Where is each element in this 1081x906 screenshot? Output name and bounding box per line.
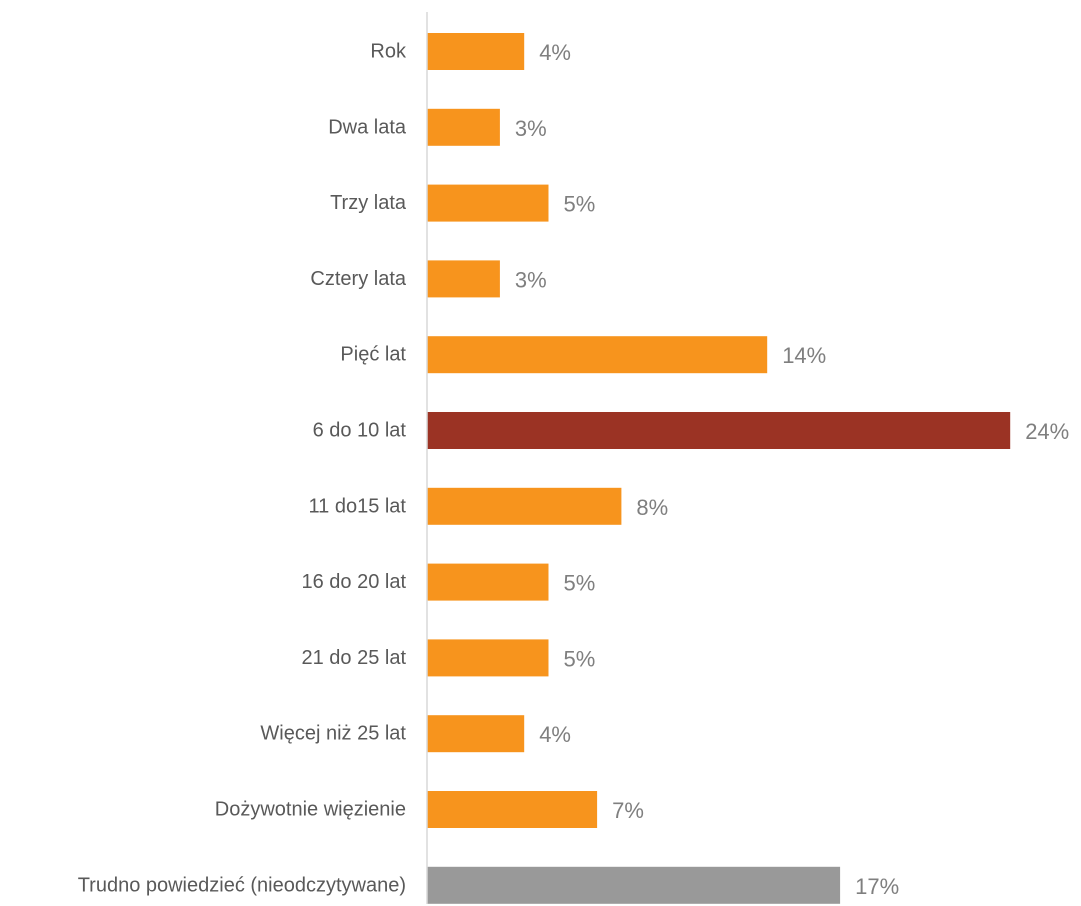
bars-group: Rok 4% Dwa lata 3% Trzy lata 5% Cztery lata 3% P… bbox=[78, 33, 1069, 904]
bar-9 bbox=[427, 639, 549, 677]
category-label-5: Pięć lat bbox=[340, 344, 406, 366]
value-label-3: 5% bbox=[564, 192, 596, 217]
category-label-1: Rok bbox=[370, 41, 407, 63]
bar-8 bbox=[427, 563, 549, 601]
value-label-11: 7% bbox=[612, 798, 644, 823]
category-label-4: Cztery lata bbox=[310, 268, 406, 290]
category-label-10: Więcej niż 25 lat bbox=[260, 723, 406, 745]
category-label-3: Trzy lata bbox=[330, 192, 407, 214]
value-label-4: 3% bbox=[515, 267, 547, 292]
bar-11 bbox=[427, 791, 598, 828]
bar-6 bbox=[427, 412, 1011, 449]
category-label-6: 6 do 10 lat bbox=[313, 420, 407, 442]
category-label-12: Trudno powiedzieć (nieodczytywane) bbox=[78, 874, 406, 896]
bar-5 bbox=[427, 336, 768, 374]
category-label-2: Dwa lata bbox=[328, 116, 407, 138]
value-label-2: 3% bbox=[515, 116, 547, 141]
category-label-11: Dożywotnie więzienie bbox=[215, 799, 406, 821]
value-label-7: 8% bbox=[636, 495, 668, 520]
value-label-10: 4% bbox=[539, 722, 571, 747]
category-label-8: 16 do 20 lat bbox=[301, 571, 406, 593]
bar-12 bbox=[427, 866, 841, 904]
value-label-9: 5% bbox=[564, 646, 596, 671]
value-label-1: 4% bbox=[539, 40, 571, 65]
bar-7 bbox=[427, 487, 622, 525]
value-label-8: 5% bbox=[564, 571, 596, 596]
value-label-12: 17% bbox=[855, 874, 899, 899]
category-label-7: 11 do15 lat bbox=[309, 495, 407, 517]
bar-3 bbox=[427, 184, 549, 222]
bar-2 bbox=[427, 108, 500, 146]
bar-4 bbox=[427, 260, 500, 298]
value-label-5: 14% bbox=[782, 343, 826, 368]
bar-1 bbox=[427, 33, 525, 70]
bar-10 bbox=[427, 715, 525, 753]
category-label-9: 21 do 25 lat bbox=[301, 647, 406, 669]
value-label-6: 24% bbox=[1025, 419, 1069, 444]
